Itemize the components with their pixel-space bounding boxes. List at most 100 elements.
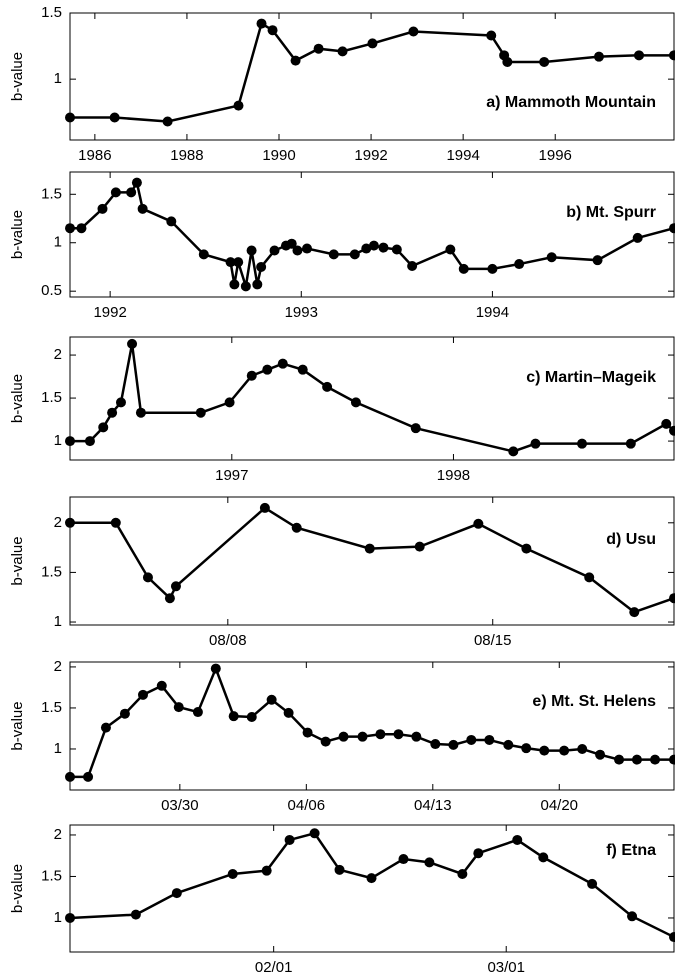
- data-point: [107, 407, 118, 418]
- y-tick-label: 1.5: [41, 699, 62, 716]
- x-tick-label: 08/15: [474, 632, 512, 649]
- plot-frame: [69, 171, 675, 298]
- series-line: [70, 506, 675, 614]
- data-point: [233, 100, 244, 111]
- data-point: [584, 572, 595, 583]
- panel-label: d) Usu: [606, 531, 656, 548]
- data-point: [262, 364, 273, 375]
- y-axis-label: b-value: [9, 701, 26, 750]
- data-point: [366, 873, 377, 884]
- data-point: [559, 745, 570, 756]
- data-point: [170, 581, 181, 592]
- data-point: [337, 46, 348, 57]
- data-point: [328, 249, 339, 260]
- data-point: [669, 593, 675, 604]
- data-point: [229, 279, 240, 290]
- y-tick-label: 1.5: [41, 389, 62, 406]
- data-point: [100, 722, 111, 733]
- data-point: [109, 112, 120, 123]
- data-point: [252, 279, 263, 290]
- x-tick-label: 1994: [476, 304, 509, 321]
- data-point: [227, 868, 238, 879]
- data-point: [669, 50, 675, 61]
- data-point: [297, 364, 308, 375]
- data-point: [302, 727, 313, 738]
- data-point: [98, 422, 109, 433]
- data-point: [410, 423, 421, 434]
- x-tick-label: 03/30: [161, 797, 199, 814]
- data-point: [669, 223, 675, 234]
- data-point: [408, 26, 419, 37]
- data-point: [350, 397, 361, 408]
- data-point: [398, 854, 409, 865]
- y-tick-label: 1: [54, 70, 62, 87]
- data-point: [349, 249, 360, 260]
- y-tick-label: 1.5: [41, 563, 62, 580]
- data-point: [65, 517, 75, 528]
- data-point: [246, 711, 257, 722]
- data-point: [225, 257, 236, 268]
- data-point: [466, 734, 477, 745]
- data-point: [65, 436, 75, 447]
- y-tick-label: 2: [54, 826, 62, 843]
- panel-label: b) Mt. Spurr: [566, 204, 656, 221]
- data-point: [473, 848, 484, 859]
- data-point: [198, 249, 209, 260]
- y-axis-label: b-value: [9, 52, 26, 101]
- y-axis-label: b-value: [9, 374, 26, 423]
- data-point: [361, 243, 372, 254]
- data-point: [83, 771, 94, 782]
- y-tick-label: 1.5: [41, 185, 62, 202]
- data-point: [162, 116, 173, 127]
- x-tick-label: 1996: [539, 147, 572, 164]
- data-point: [368, 240, 379, 251]
- x-tick-label: 1997: [215, 467, 248, 484]
- data-point: [261, 865, 272, 876]
- data-point: [364, 543, 375, 554]
- data-point: [486, 30, 497, 41]
- y-axis-label: b-value: [9, 536, 26, 585]
- data-point: [414, 541, 425, 552]
- data-point: [173, 702, 184, 713]
- data-point: [130, 909, 141, 920]
- x-tick-label: 1998: [437, 467, 470, 484]
- data-point: [84, 436, 95, 447]
- series-line: [69, 831, 675, 939]
- data-point: [322, 381, 333, 392]
- plot-frame: [69, 12, 675, 141]
- y-tick-label: 1: [54, 909, 62, 926]
- y-axis-label: b-value: [9, 864, 26, 913]
- x-tick-label: 08/08: [209, 632, 247, 649]
- data-point: [65, 112, 75, 123]
- data-point: [512, 834, 523, 845]
- data-point: [156, 680, 167, 691]
- data-point: [338, 731, 349, 742]
- y-tick-label: 2: [54, 514, 62, 531]
- plot-frame: [69, 824, 675, 953]
- x-tick-label: 1992: [354, 147, 387, 164]
- data-point: [76, 223, 87, 234]
- data-point: [629, 607, 640, 618]
- data-point: [127, 338, 138, 349]
- x-tick-label: 04/20: [540, 797, 578, 814]
- data-point: [634, 50, 645, 61]
- data-point: [587, 878, 598, 889]
- data-point: [269, 245, 280, 256]
- data-point: [407, 260, 418, 271]
- y-tick-label: 0.5: [41, 282, 62, 299]
- x-tick-label: 1988: [170, 147, 203, 164]
- panel-label: a) Mammoth Mountain: [486, 94, 656, 111]
- x-tick-label: 1994: [446, 147, 479, 164]
- data-point: [115, 397, 126, 408]
- data-point: [164, 593, 175, 604]
- data-point: [625, 438, 636, 449]
- data-point: [259, 502, 270, 513]
- data-point: [631, 754, 642, 765]
- data-point: [166, 216, 177, 227]
- plot-frame: [69, 496, 675, 626]
- data-point: [240, 281, 251, 292]
- data-point: [277, 358, 288, 369]
- data-point: [375, 729, 386, 740]
- data-point: [246, 370, 257, 381]
